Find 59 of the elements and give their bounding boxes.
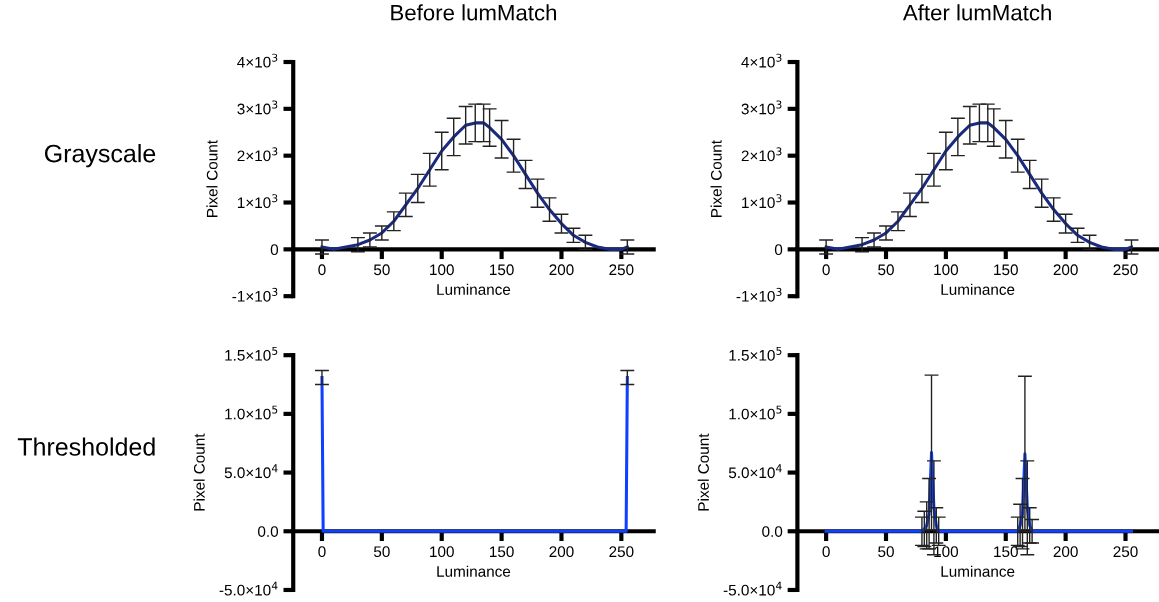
y-tick-label: 4×10$^{3}$ <box>237 53 278 68</box>
y-tick-label: 3×10$^{3}$ <box>741 100 782 115</box>
y-axis-title: Pixel Count <box>206 140 218 217</box>
y-tick-label: 3×10$^{3}$ <box>237 100 278 115</box>
y-tick-label: 0.0 <box>762 526 783 537</box>
chart-title: Before lumMatch <box>391 4 556 21</box>
x-tick-label: 0 <box>318 546 326 558</box>
x-tick-label: 0 <box>318 264 326 276</box>
y-tick-label: 4×10$^{3}$ <box>741 53 782 68</box>
y-tick-label: 1×10$^{3}$ <box>742 194 782 209</box>
x-tick-label: 150 <box>994 264 1018 276</box>
y-tick-label: 1.0×10$^{5}$ <box>729 405 782 420</box>
x-tick-label: 50 <box>373 546 390 558</box>
x-tick-label: 250 <box>1113 264 1138 276</box>
y-tick-label: 0 <box>774 244 783 256</box>
y-axis-title: Pixel Count <box>193 433 205 511</box>
y-tick-label: 5.0×10$^{4}$ <box>728 464 782 479</box>
y-tick-label: 1.5×10$^{5}$ <box>225 346 278 361</box>
x-tick-label: 150 <box>490 546 514 558</box>
x-tick-label: 100 <box>430 546 454 558</box>
x-tick-label: 100 <box>430 264 454 276</box>
y-tick-label: 0.0 <box>258 526 279 537</box>
x-tick-label: 200 <box>549 264 574 276</box>
x-tick-label: 0 <box>822 264 830 276</box>
x-tick-label: 50 <box>373 264 390 276</box>
text: Thresholded <box>17 437 155 456</box>
x-axis-title: Luminance <box>941 565 1015 577</box>
y-axis-title: Pixel Count <box>710 140 722 217</box>
y-tick-label: 1.0×10$^{5}$ <box>225 405 278 420</box>
x-tick-label: 50 <box>878 546 894 558</box>
x-tick-label: 100 <box>934 546 959 558</box>
y-axis-title: Pixel Count <box>697 433 709 511</box>
x-axis-title: Luminance <box>437 283 511 295</box>
y-tick-label: 1×10$^{3}$ <box>237 194 278 209</box>
y-tick-label: 1.5×10$^{5}$ <box>729 346 782 361</box>
y-tick-label: 0 <box>270 244 279 256</box>
text: Grayscale <box>44 144 156 168</box>
line-series <box>320 121 629 251</box>
y-tick-label: -1×10$^{3}$ <box>736 287 782 302</box>
x-tick-label: 200 <box>1053 264 1078 276</box>
x-tick-label: 250 <box>609 264 634 276</box>
x-axis-title: Luminance <box>437 565 511 577</box>
x-tick-label: 200 <box>1053 546 1078 558</box>
y-tick-label: 5.0×10$^{4}$ <box>224 464 278 479</box>
x-tick-label: 50 <box>878 264 894 276</box>
x-tick-label: 200 <box>549 546 574 558</box>
y-tick-label: 2×10$^{3}$ <box>741 147 782 162</box>
y-tick-label: -1×10$^{3}$ <box>232 287 278 302</box>
x-tick-label: 150 <box>490 264 514 276</box>
chart-title: After lumMatch <box>902 4 1051 21</box>
x-tick-label: 250 <box>1113 546 1138 558</box>
x-axis-title: Luminance <box>941 283 1015 295</box>
y-tick-label: -5.0×10$^{4}$ <box>219 581 278 596</box>
x-tick-label: 100 <box>934 264 959 276</box>
y-tick-label: -5.0×10$^{4}$ <box>723 581 782 596</box>
y-tick-label: 2×10$^{3}$ <box>237 147 278 162</box>
x-tick-label: 150 <box>994 546 1018 558</box>
x-tick-label: 250 <box>609 546 634 558</box>
x-tick-label: 0 <box>822 546 830 558</box>
